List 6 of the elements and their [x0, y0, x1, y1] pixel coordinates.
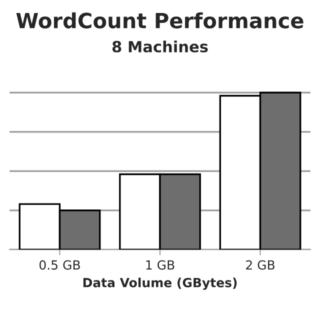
chart-title: WordCount Performance — [16, 12, 304, 28]
x-axis-title: Data Volume (GBytes) — [83, 278, 237, 290]
chart-subtitle: 8 Machines — [112, 40, 208, 52]
x-tick-label: 1 GB — [146, 260, 174, 270]
x-tick-label: 2 GB — [246, 260, 274, 270]
x-tick-label: 0.5 GB — [40, 260, 80, 270]
